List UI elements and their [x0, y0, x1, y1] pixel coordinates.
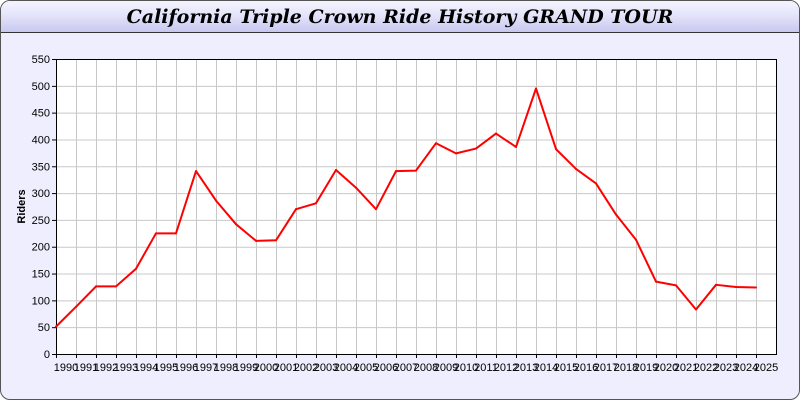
data-point — [155, 232, 157, 235]
data-point — [195, 170, 197, 173]
data-point — [535, 87, 537, 90]
x-tick-label: 2011 — [474, 362, 498, 374]
series-line-riders — [55, 87, 757, 328]
y-tick-label: 0 — [44, 349, 50, 361]
x-tick-label: 1993 — [114, 362, 138, 374]
y-tick-label: 500 — [32, 81, 50, 93]
x-tick-label: 2024 — [734, 362, 758, 374]
y-tick-label: 300 — [32, 188, 50, 200]
x-tick-label: 2002 — [294, 362, 318, 374]
y-tick-label: 100 — [32, 295, 50, 307]
data-point — [235, 223, 237, 226]
data-point — [215, 199, 217, 202]
data-point — [435, 142, 437, 145]
data-point — [755, 286, 757, 289]
data-point — [175, 232, 177, 235]
y-axis-label: Riders — [16, 189, 28, 223]
data-point — [715, 283, 717, 286]
data-point — [135, 267, 137, 270]
x-tick-label: 2018 — [614, 362, 638, 374]
x-tick-label: 2016 — [574, 362, 598, 374]
x-tick-label: 2015 — [554, 362, 578, 374]
x-tick-label: 2007 — [394, 362, 418, 374]
y-tick-label: 50 — [38, 322, 50, 334]
data-point — [395, 170, 397, 173]
chart-title: California Triple Crown Ride History GRA… — [126, 6, 674, 28]
data-point — [95, 285, 97, 288]
x-tick-label: 1990 — [54, 362, 78, 374]
x-tick-label: 2008 — [414, 362, 438, 374]
data-point — [255, 239, 257, 242]
data-point — [575, 167, 577, 170]
x-tick-label: 2020 — [654, 362, 678, 374]
x-tick-label: 1997 — [194, 362, 218, 374]
x-tick-label: 1992 — [94, 362, 118, 374]
data-point — [675, 284, 677, 287]
data-point — [355, 186, 357, 189]
data-point — [295, 208, 297, 211]
x-tick-label: 1991 — [74, 362, 98, 374]
data-point — [635, 238, 637, 241]
data-point — [655, 280, 657, 283]
plot-border — [56, 59, 777, 355]
y-tick-label: 550 — [32, 54, 50, 66]
x-tick-label: 1994 — [134, 362, 158, 374]
data-point — [335, 169, 337, 172]
y-tick-label: 200 — [32, 242, 50, 254]
x-tick-label: 2004 — [334, 362, 358, 374]
data-point — [515, 145, 517, 148]
x-tick-label: 2021 — [674, 362, 698, 374]
data-point — [735, 285, 737, 288]
x-tick-label: 2022 — [694, 362, 718, 374]
x-tick-label: 2005 — [354, 362, 378, 374]
y-tick-label: 400 — [32, 134, 50, 146]
x-tick-label: 1995 — [154, 362, 178, 374]
x-tick-label: 2019 — [634, 362, 658, 374]
x-tick-label: 2025 — [754, 362, 778, 374]
x-tick-label: 2001 — [274, 362, 298, 374]
data-point — [115, 285, 117, 288]
x-tick-label: 2017 — [594, 362, 618, 374]
x-tick-label: 2003 — [314, 362, 338, 374]
data-point — [55, 325, 57, 328]
data-point — [455, 152, 457, 155]
y-tick-label: 450 — [32, 108, 50, 120]
x-tick-label: 2014 — [534, 362, 558, 374]
title-bar: California Triple Crown Ride History GRA… — [1, 1, 799, 33]
x-tick-label: 1996 — [174, 362, 198, 374]
data-point — [555, 148, 557, 151]
data-point — [315, 202, 317, 205]
x-tick-label: 1998 — [214, 362, 238, 374]
x-tick-label: 1999 — [234, 362, 258, 374]
x-tick-label: 2006 — [374, 362, 398, 374]
data-point — [595, 182, 597, 185]
data-point — [375, 208, 377, 211]
x-tick-label: 2023 — [714, 362, 738, 374]
x-tick-label: 2010 — [454, 362, 478, 374]
y-tick-label: 150 — [32, 269, 50, 281]
x-tick-label: 2012 — [494, 362, 518, 374]
data-point — [275, 239, 277, 242]
x-tick-label: 2009 — [434, 362, 458, 374]
data-point — [75, 305, 77, 308]
y-tick-label: 350 — [32, 161, 50, 173]
x-tick-label: 2000 — [254, 362, 278, 374]
y-tick-label: 250 — [32, 215, 50, 227]
data-point — [615, 213, 617, 216]
data-point — [415, 169, 417, 172]
data-point — [475, 147, 477, 150]
data-point — [695, 308, 697, 311]
x-tick-label: 2013 — [514, 362, 538, 374]
data-point — [495, 132, 497, 135]
